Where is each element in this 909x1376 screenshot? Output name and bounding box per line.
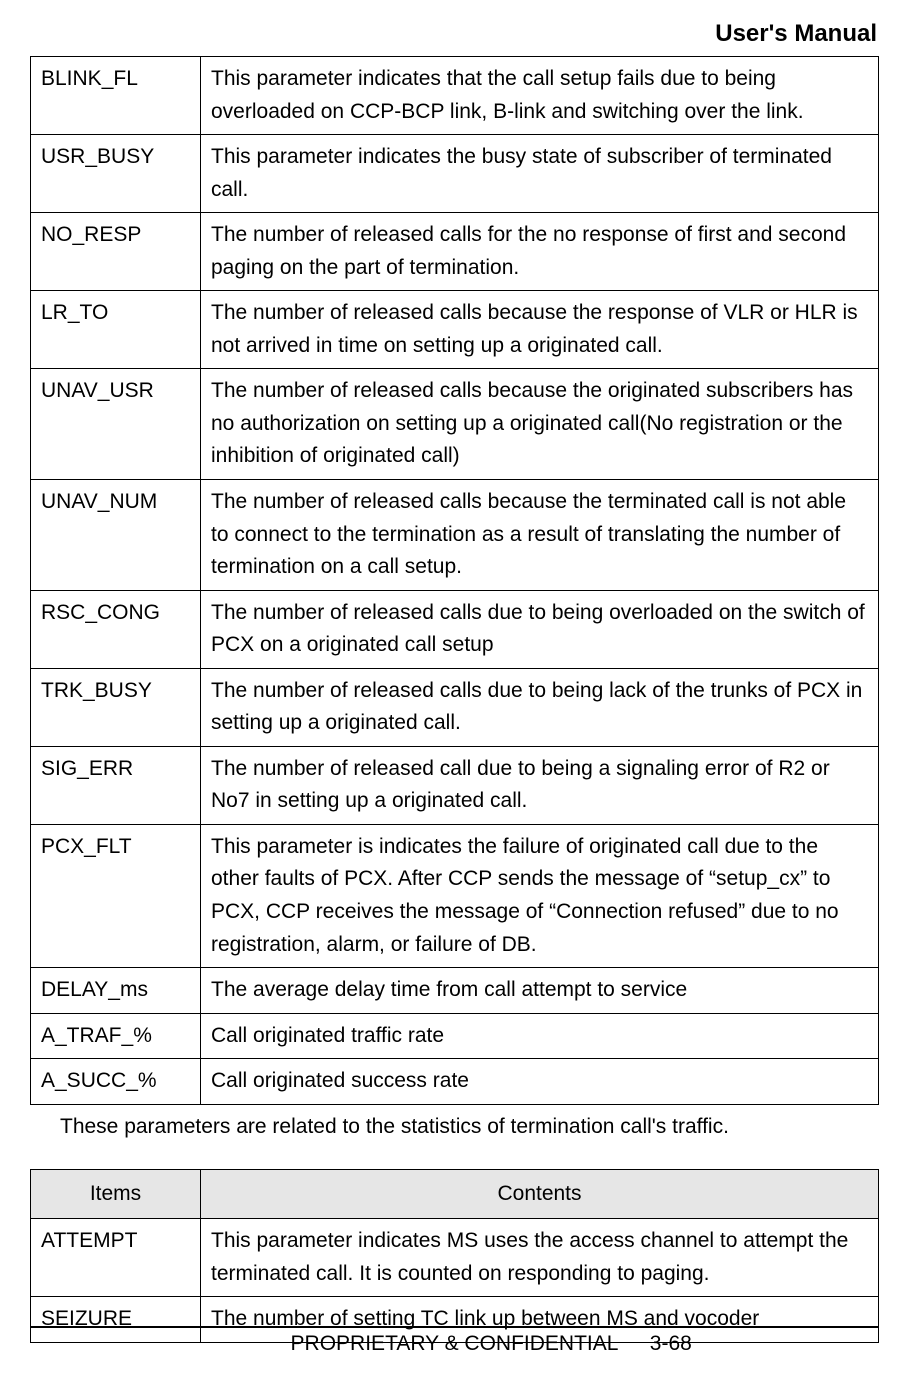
table-row: PCX_FLTThis parameter is indicates the f… [31, 824, 879, 967]
table-row: A_TRAF_%Call originated traffic rate [31, 1013, 879, 1059]
page: User's Manual BLINK_FLThis parameter ind… [0, 0, 909, 1376]
table-row: NO_RESPThe number of released calls for … [31, 213, 879, 291]
param-desc: The number of released calls for the no … [201, 213, 879, 291]
page-number: 3-68 [650, 1332, 692, 1356]
param-name: RSC_CONG [31, 590, 201, 668]
header-contents: Contents [201, 1169, 879, 1219]
table-row: BLINK_FLThis parameter indicates that th… [31, 57, 879, 135]
param-desc: This parameter indicates that the call s… [201, 57, 879, 135]
param-desc: This parameter indicates the busy state … [201, 135, 879, 213]
param-name: PCX_FLT [31, 824, 201, 967]
param-name: UNAV_NUM [31, 480, 201, 591]
note-paragraph: These parameters are related to the stat… [60, 1115, 879, 1139]
param-name: SIG_ERR [31, 746, 201, 824]
parameters-table-1: BLINK_FLThis parameter indicates that th… [30, 56, 879, 1105]
table-row: ATTEMPTThis parameter indicates MS uses … [31, 1219, 879, 1297]
table-row: UNAV_USRThe number of released calls bec… [31, 369, 879, 480]
param-desc: The number of released calls due to bein… [201, 668, 879, 746]
table-row: USR_BUSYThis parameter indicates the bus… [31, 135, 879, 213]
param-desc: The number of released calls due to bein… [201, 590, 879, 668]
param-name: UNAV_USR [31, 369, 201, 480]
table-row: A_SUCC_%Call originated success rate [31, 1059, 879, 1105]
param-name: DELAY_ms [31, 968, 201, 1014]
table-row: DELAY_msThe average delay time from call… [31, 968, 879, 1014]
param-desc: The number of released calls because the… [201, 291, 879, 369]
param-desc: This parameter indicates MS uses the acc… [201, 1219, 879, 1297]
param-name: TRK_BUSY [31, 668, 201, 746]
param-name: NO_RESP [31, 213, 201, 291]
param-name: ATTEMPT [31, 1219, 201, 1297]
table-header-row: Items Contents [31, 1169, 879, 1219]
param-name: A_TRAF_% [31, 1013, 201, 1059]
table-row: SIG_ERRThe number of released call due t… [31, 746, 879, 824]
param-desc: The average delay time from call attempt… [201, 968, 879, 1014]
param-name: USR_BUSY [31, 135, 201, 213]
param-desc: The number of released call due to being… [201, 746, 879, 824]
param-desc: This parameter is indicates the failure … [201, 824, 879, 967]
footer-label: PROPRIETARY & CONFIDENTIAL [291, 1332, 619, 1355]
footer-rule [30, 1326, 879, 1328]
footer-inner: PROPRIETARY & CONFIDENTIAL 3-68 [30, 1332, 879, 1356]
param-desc: Call originated success rate [201, 1059, 879, 1105]
header-items: Items [31, 1169, 201, 1219]
param-desc: The number of released calls because the… [201, 369, 879, 480]
param-desc: Call originated traffic rate [201, 1013, 879, 1059]
param-name: BLINK_FL [31, 57, 201, 135]
param-desc: The number of released calls because the… [201, 480, 879, 591]
param-name: A_SUCC_% [31, 1059, 201, 1105]
table-row: TRK_BUSYThe number of released calls due… [31, 668, 879, 746]
header-title: User's Manual [715, 20, 877, 47]
page-header: User's Manual [30, 20, 879, 56]
table-row: UNAV_NUMThe number of released calls bec… [31, 480, 879, 591]
table-row: LR_TOThe number of released calls becaus… [31, 291, 879, 369]
footer: PROPRIETARY & CONFIDENTIAL 3-68 [30, 1302, 879, 1356]
table-row: RSC_CONGThe number of released calls due… [31, 590, 879, 668]
param-name: LR_TO [31, 291, 201, 369]
